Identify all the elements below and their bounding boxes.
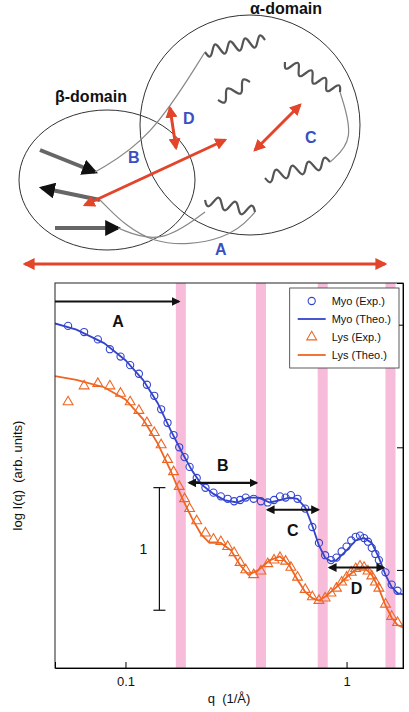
label-patch: [349, 580, 365, 597]
legend-label: Myo (Theo.): [332, 313, 391, 325]
distance-label: A: [215, 241, 227, 258]
data-point: [63, 396, 73, 405]
range-label-group: A: [110, 313, 126, 330]
distance-arrow: [85, 140, 225, 205]
x-tick: 0.1: [117, 662, 135, 689]
scale-bar-line: [159, 488, 160, 611]
plot-frame: [55, 283, 403, 668]
legend-symbol: [307, 331, 317, 340]
strand: [40, 150, 95, 172]
loop: [100, 200, 255, 244]
helix: [205, 35, 265, 56]
y-tick-mark: [397, 570, 403, 571]
x-axis-line: [56, 662, 404, 669]
range-label-group: B: [215, 457, 231, 474]
y-tick-mark: [397, 447, 403, 448]
helix: [205, 198, 255, 215]
data-point: [134, 405, 144, 414]
range-label: C: [287, 522, 299, 539]
legend-label: Lys (Theo.): [332, 349, 387, 361]
legend-symbol: [308, 297, 315, 304]
data-point: [250, 495, 257, 502]
x-tick-label: 1: [343, 674, 350, 689]
scale-bar-cap: [153, 487, 165, 488]
range-label: B: [217, 457, 229, 474]
legend-symbol: [298, 354, 326, 356]
x-tick-label: 0.1: [117, 674, 135, 689]
legend-label: Myo (Exp.): [332, 295, 385, 307]
label-patch: [215, 457, 231, 474]
distance-arrow: [255, 105, 300, 150]
distance-arrow: [25, 263, 385, 266]
strand: [55, 226, 118, 230]
range-label: A: [112, 313, 124, 330]
distance-label: D: [183, 110, 195, 127]
label-patch: [110, 313, 126, 330]
loop: [95, 52, 205, 172]
range-label-group: C: [285, 522, 301, 539]
helix: [218, 79, 250, 102]
loop: [330, 92, 349, 162]
distance-label: B: [128, 149, 140, 166]
data-point: [209, 534, 219, 543]
scale-bar-cap: [153, 610, 165, 611]
series-line: [55, 376, 403, 627]
figure: α-domainβ-domainABCD0.11ABCD1Myo (Exp.)M…: [0, 0, 409, 712]
loop: [118, 212, 205, 237]
plot-area: [55, 283, 403, 668]
scale-bar: 1: [140, 488, 166, 611]
range-arrow: [189, 482, 256, 484]
legend: Myo (Exp.) Myo (Theo.) Lys (Exp.) Lys (Theo…: [290, 288, 399, 368]
distance-arrow: [170, 108, 176, 148]
x-tick-mark: [347, 662, 348, 668]
range-arrow: [268, 509, 319, 511]
y-tick: [397, 570, 403, 571]
distance-label: C: [305, 129, 317, 146]
y-axis-title: log I(q) (arb. units): [10, 421, 25, 531]
range-label: D: [351, 580, 363, 597]
x-tick: 1: [343, 662, 350, 689]
label-patch: [285, 522, 301, 539]
beta-domain-outline: [19, 110, 195, 250]
x-axis-title: q (1/Å): [208, 691, 251, 706]
alpha-domain-outline: [140, 15, 360, 235]
band: [176, 283, 186, 668]
helix: [265, 158, 330, 183]
chart: 0.11ABCD1Myo (Exp.)Myo (Theo.)Lys (Exp.)…: [10, 283, 404, 706]
y-tick: [397, 447, 403, 448]
band: [256, 283, 266, 668]
legend-box: [290, 288, 399, 368]
range-label-group: D: [349, 580, 365, 597]
legend-label: Lys (Exp.): [332, 331, 381, 343]
legend-symbol: [298, 318, 326, 320]
x-tick-mark: [125, 662, 126, 668]
helix: [285, 62, 340, 92]
range-arrow: [330, 566, 384, 568]
protein-diagram: α-domain β-domain A B C D: [19, 0, 385, 264]
strand: [42, 188, 100, 200]
range-arrow: [55, 300, 179, 302]
x-axis: 0.11: [56, 662, 404, 689]
domain-label: β-domain: [55, 88, 127, 105]
scale-bar-label: 1: [140, 541, 148, 557]
domain-label: α-domain: [250, 0, 322, 17]
